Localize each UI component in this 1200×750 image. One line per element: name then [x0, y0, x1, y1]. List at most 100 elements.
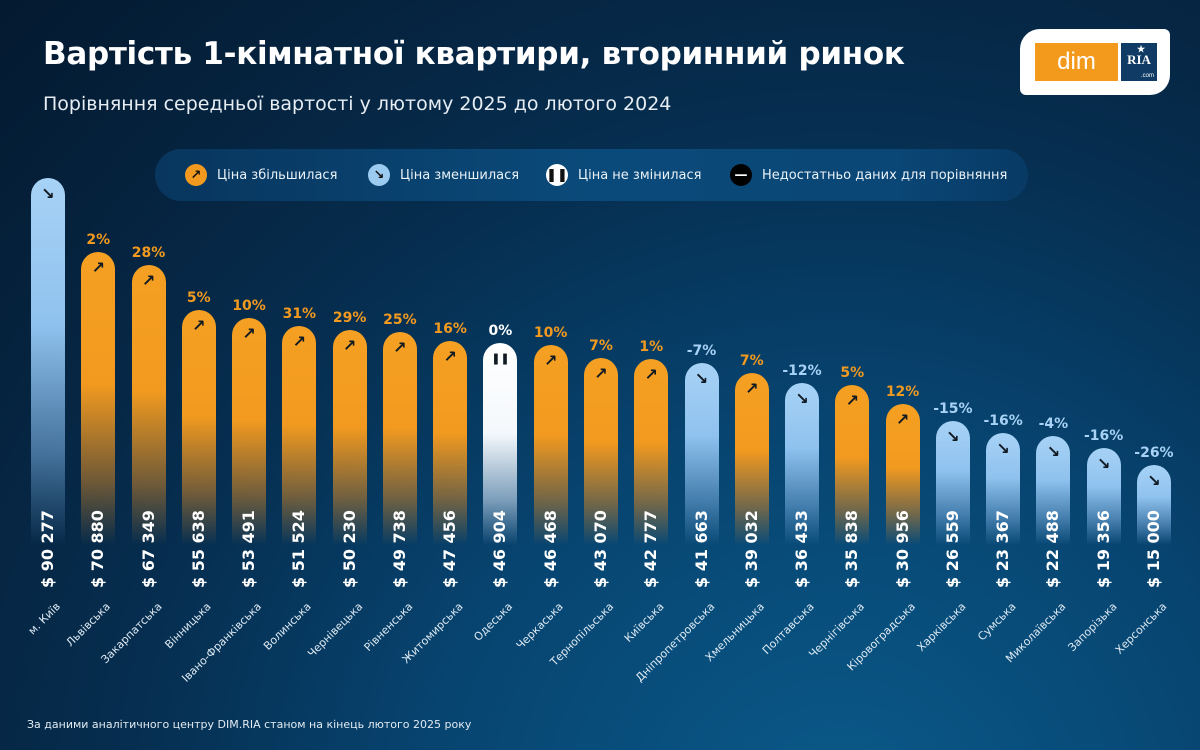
change-label: -7%	[686, 343, 717, 360]
bar	[282, 325, 317, 545]
bar	[81, 251, 116, 545]
region-label: Київська	[622, 600, 667, 645]
arrow-up-right-icon: ↗	[594, 363, 608, 383]
bar	[1086, 448, 1121, 545]
price-label: $ 90 277	[38, 510, 57, 588]
bar	[181, 309, 216, 545]
pause-icon: ❚❚	[546, 164, 568, 186]
bar	[935, 420, 970, 545]
bar	[986, 432, 1021, 545]
price-label: $ 42 777	[641, 510, 661, 588]
region-label: Вінницька	[162, 600, 214, 652]
region-label: Херсонська	[1112, 600, 1170, 657]
legend-label: Недостатньо даних для порівняння	[762, 167, 1008, 183]
star-icon: ★	[1137, 44, 1146, 54]
bar	[131, 265, 166, 545]
legend: ↗ Ціна збільшилася ↘ Ціна зменшилася ❚❚ …	[155, 149, 1028, 201]
bar	[1136, 464, 1171, 545]
arrow-up-right-icon: ↗	[393, 338, 407, 358]
change-label: 25%	[383, 312, 417, 329]
arrow-down-right-icon: ↘	[996, 438, 1010, 458]
arrow-down-right-icon: ↘	[368, 164, 390, 186]
logo-ria-sub: .com	[1140, 73, 1154, 79]
bar	[885, 403, 920, 545]
region-label: Харківська	[914, 600, 969, 654]
price-label: $ 41 663	[691, 510, 711, 588]
arrow-down-right-icon: ↘	[1147, 470, 1161, 490]
arrow-down-right-icon: ↘	[1096, 454, 1111, 474]
change-label: 5%	[186, 289, 211, 306]
price-label: $ 39 032	[741, 510, 761, 588]
change-label: -12%	[782, 363, 822, 380]
page-title: Вартість 1-кімнатної квартири, вторинний…	[43, 36, 905, 72]
legend-label: Ціна зменшилася	[400, 167, 520, 183]
change-label: -16%	[983, 412, 1023, 429]
change-label: 16%	[433, 321, 467, 338]
arrow-up-right-icon: ↗	[895, 409, 910, 429]
bar	[433, 341, 468, 545]
page-subtitle: Порівняння середньої вартості у лютому 2…	[43, 93, 672, 115]
arrow-up-right-icon: ↗	[185, 164, 207, 186]
region-label: м. Київ	[25, 600, 63, 638]
legend-item-no-data: — Недостатньо даних для порівняння	[730, 163, 1007, 187]
change-label: 10%	[533, 324, 568, 341]
change-label: 12%	[885, 383, 920, 400]
change-label: 5%	[840, 365, 865, 382]
price-label: $ 49 738	[389, 510, 409, 588]
bar	[332, 330, 367, 545]
arrow-up-right-icon: ↗	[443, 347, 457, 367]
change-label: 1%	[639, 338, 664, 355]
arrow-up-right-icon: ↗	[292, 331, 307, 351]
price-label: $ 50 230	[339, 510, 359, 588]
arrow-down-right-icon: ↘	[1046, 442, 1061, 462]
bar	[835, 385, 870, 545]
bar	[382, 332, 417, 545]
price-label: $ 46 468	[540, 510, 560, 588]
logo-dim: dim	[1035, 43, 1118, 81]
legend-label: Ціна збільшилася	[217, 167, 338, 183]
arrow-up-right-icon: ↗	[192, 315, 206, 335]
change-label: -16%	[1083, 428, 1124, 445]
bar	[1036, 436, 1071, 545]
change-label: 7%	[739, 353, 764, 370]
price-label: $ 67 349	[138, 510, 158, 588]
change-label: 7%	[589, 337, 613, 354]
legend-item-increase: ↗ Ціна збільшилася	[185, 163, 337, 187]
change-label: -26%	[1134, 444, 1174, 461]
arrow-up-right-icon: ↗	[342, 336, 357, 356]
region-label: Львівська	[63, 600, 114, 650]
minus-icon: —	[730, 164, 752, 186]
change-label: 28%	[131, 245, 166, 262]
arrow-up-right-icon: ↗	[91, 257, 105, 277]
bar	[483, 343, 518, 545]
legend-item-unchanged: ❚❚ Ціна не змінилася	[546, 163, 701, 187]
arrow-up-right-icon: ↗	[242, 324, 256, 344]
price-label: $ 55 638	[188, 510, 208, 588]
price-label: $ 22 488	[1043, 510, 1063, 588]
price-label: $ 70 880	[88, 510, 108, 588]
price-label: $ 53 491	[239, 510, 259, 588]
price-label: $ 30 956	[892, 510, 912, 588]
logo-ria-text: RIA	[1127, 52, 1151, 67]
price-label: $ 26 559	[942, 510, 962, 588]
dim-ria-logo: dim ★ RIA .com	[1020, 29, 1170, 95]
region-label: Одеська	[471, 600, 516, 644]
arrow-down-right-icon: ↘	[946, 426, 960, 446]
pause-icon: ❚❚	[491, 352, 510, 366]
region-label: Запорізька	[1065, 600, 1120, 655]
price-label: $ 51 524	[289, 510, 309, 588]
change-label: 31%	[282, 305, 317, 322]
region-label: Рівненська	[361, 600, 416, 654]
change-label: 10%	[232, 298, 266, 315]
price-label: $ 43 070	[590, 510, 610, 588]
arrow-down-right-icon: ↘	[41, 183, 55, 203]
price-label: $ 47 456	[440, 510, 460, 588]
bar	[31, 177, 65, 545]
region-label: Волинська	[261, 600, 315, 653]
bar	[232, 318, 267, 545]
change-label: -4%	[1038, 416, 1069, 433]
change-label: -15%	[933, 400, 973, 417]
change-label: 0%	[488, 323, 513, 340]
change-label: 2%	[86, 231, 111, 248]
arrow-down-right-icon: ↘	[694, 369, 709, 389]
